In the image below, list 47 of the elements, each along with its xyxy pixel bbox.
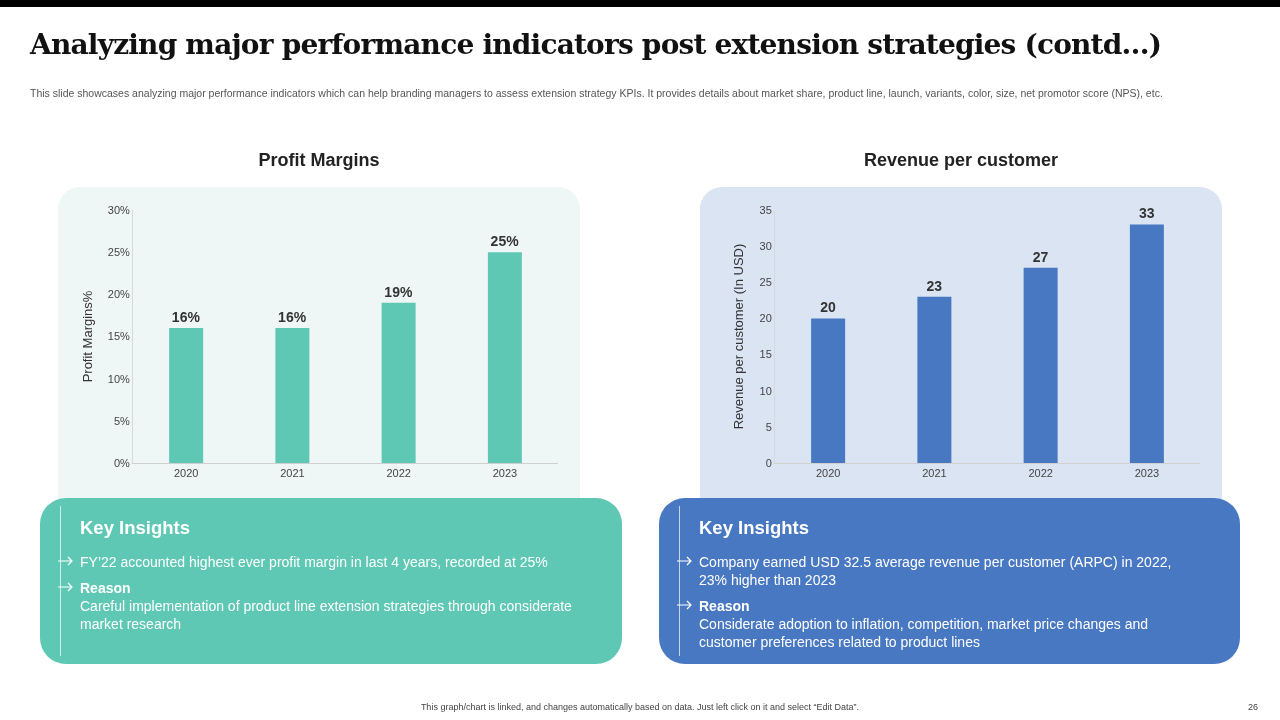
x-tick-label: 2020 bbox=[815, 467, 841, 480]
y-tick-label: 10 bbox=[759, 384, 772, 397]
text: FY’22 accounted highest ever profit margin in last 4 years, recorded at 25% bbox=[80, 553, 549, 571]
chart-title: Revenue per customer bbox=[863, 150, 1059, 171]
text: Careful implementation of product line extension strategies through considerate market research bbox=[80, 597, 573, 633]
y-tick-label: 5% bbox=[113, 414, 131, 427]
data-label: 27 bbox=[1032, 248, 1049, 265]
y-tick-label: 15% bbox=[107, 330, 130, 343]
y-tick-label: 15 bbox=[759, 348, 772, 361]
text: Reason bbox=[80, 579, 132, 597]
y-tick-label: 20% bbox=[107, 288, 130, 301]
text: This slide showcases analyzing major performance indicators which can help branding managers to assess extension strategy KPIs. It provides details about market share, product line, launch, variants, color, size, net promotor score (NPS), etc. bbox=[30, 87, 1164, 100]
y-tick-label: 25% bbox=[107, 246, 130, 259]
x-tick-label: 2022 bbox=[1028, 467, 1053, 480]
chart-title: Profit Margins bbox=[258, 150, 380, 171]
y-tick-label: 30 bbox=[759, 239, 772, 252]
data-label: 23 bbox=[926, 277, 943, 294]
y-tick-label: 35 bbox=[759, 203, 772, 216]
y-tick-label: 20 bbox=[759, 312, 772, 325]
x-tick-label: 2022 bbox=[386, 467, 411, 480]
x-tick-label: 2020 bbox=[173, 467, 199, 480]
y-tick-label: 0% bbox=[113, 456, 131, 469]
x-tick-label: 2021 bbox=[922, 467, 947, 480]
x-tick-label: 2021 bbox=[280, 467, 305, 480]
text: 26 bbox=[1247, 702, 1258, 712]
text: Analyzing major performance indicators post extension strategies (contd…) bbox=[30, 28, 1162, 61]
y-tick-label: 5 bbox=[765, 420, 772, 433]
x-tick-label: 2023 bbox=[1134, 467, 1160, 480]
text: Company earned USD 32.5 average revenue per customer (ARPC) in 2022, 23% higher than 2023 bbox=[699, 553, 1173, 589]
y-axis-title: Profit Margins% bbox=[79, 290, 95, 383]
data-label: 19% bbox=[384, 283, 413, 300]
y-tick-label: 30% bbox=[107, 203, 130, 216]
x-tick-label: 2023 bbox=[492, 467, 518, 480]
y-tick-label: 25 bbox=[759, 276, 772, 289]
data-label: 16% bbox=[171, 309, 201, 326]
data-label: 16% bbox=[278, 309, 307, 326]
data-label: 25% bbox=[490, 233, 520, 250]
text: Key Insights bbox=[699, 517, 809, 539]
text: Considerate adoption to inflation, competition, market price changes and customer preferences related to product lines bbox=[699, 615, 1150, 651]
y-tick-label: 0 bbox=[765, 456, 772, 469]
text: Key Insights bbox=[80, 517, 190, 539]
y-tick-label: 10% bbox=[107, 372, 130, 385]
text: Reason bbox=[699, 597, 751, 615]
data-label: 20 bbox=[820, 299, 837, 316]
text: This graph/chart is linked, and changes automatically based on data. Just left click on it and select “Edit Data”. bbox=[420, 702, 860, 712]
y-axis-title: Revenue per customer (In USD) bbox=[731, 243, 747, 430]
data-label: 33 bbox=[1138, 205, 1155, 222]
